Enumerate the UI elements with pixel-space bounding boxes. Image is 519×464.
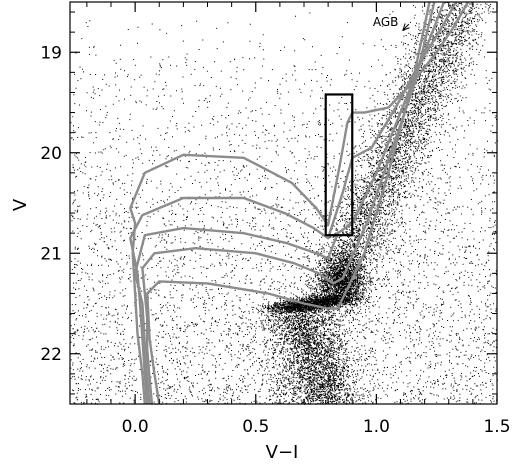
- star-points: [70, 2, 499, 405]
- annotations: AGB: [373, 15, 410, 31]
- x-tick-label: 1.0: [363, 417, 390, 437]
- plot-frame: [69, 1, 498, 405]
- y-tick-label: 22: [40, 345, 62, 365]
- x-tick-label: 0.5: [242, 417, 269, 437]
- y-axis: 19 20 21 22: [40, 11, 497, 395]
- isochrone-2: [129, 1, 458, 405]
- isochrone-5: [145, 1, 431, 405]
- x-tick-label: 0.0: [122, 417, 149, 437]
- plot-border: [69, 1, 498, 405]
- y-tick-label: 20: [40, 144, 62, 164]
- agb-label: AGB: [373, 15, 399, 29]
- isochrone-1: [129, 1, 470, 405]
- agb-arrowhead: [402, 23, 410, 31]
- isochrone-3: [133, 1, 446, 405]
- isochrone-curves: [129, 1, 470, 405]
- y-tick-label: 21: [40, 244, 62, 264]
- y-tick-label: 19: [40, 43, 62, 63]
- selection-box: [324, 93, 354, 237]
- x-tick-label: 1.5: [483, 417, 510, 437]
- x-axis-title: V−I: [266, 442, 299, 463]
- x-axis: 0.0 0.5 1.0 1.5: [86, 2, 511, 437]
- y-axis-title: V: [10, 198, 31, 211]
- star-points-path: [70, 2, 499, 405]
- isochrone-4: [141, 1, 436, 405]
- agb-arrow: [402, 23, 410, 31]
